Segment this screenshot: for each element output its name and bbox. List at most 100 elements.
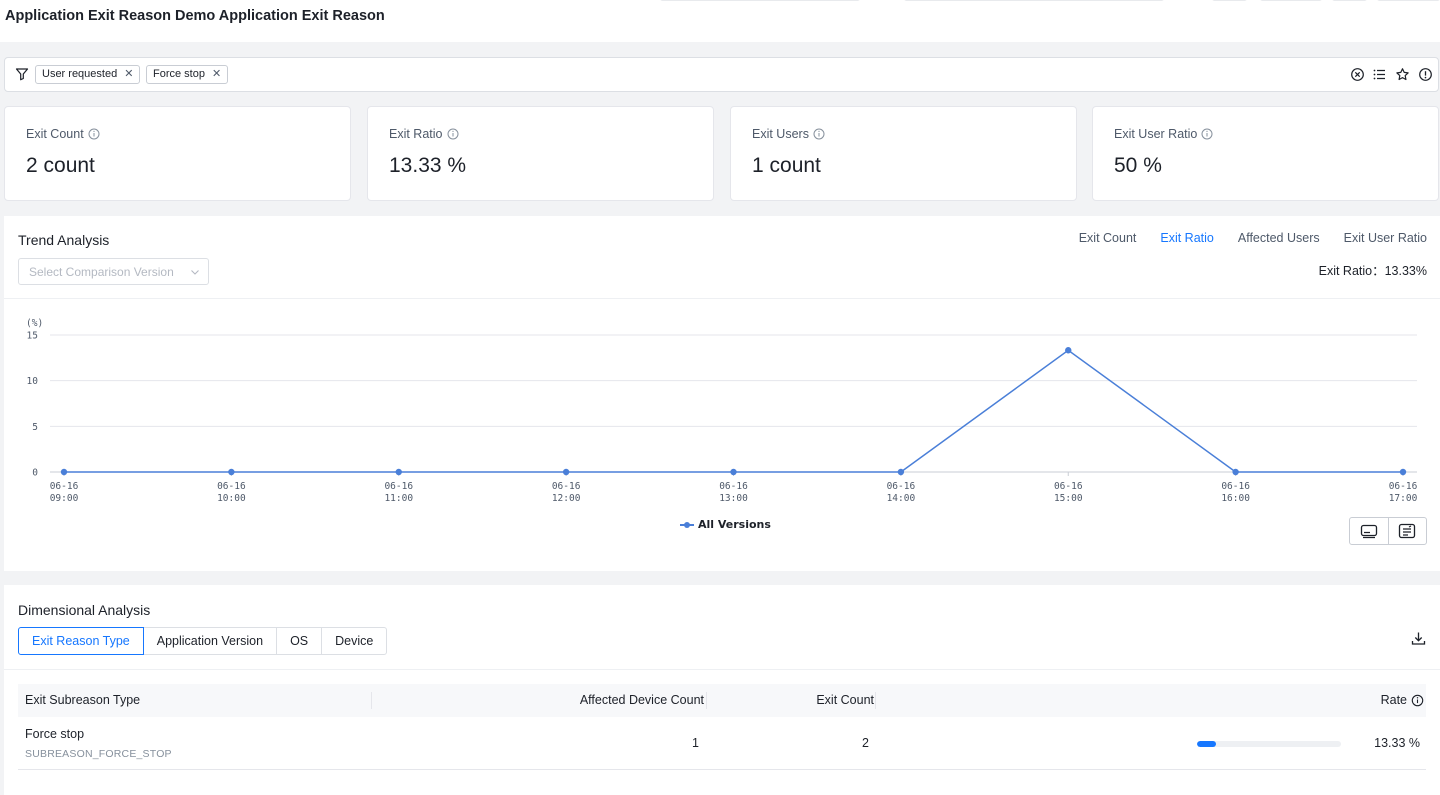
info-icon[interactable]: [1418, 67, 1433, 82]
column-header-subreason[interactable]: Exit Subreason Type: [25, 693, 141, 707]
metric-label-row: Exit Ratio: [389, 127, 459, 141]
header-control-placeholder: [1332, 0, 1367, 1]
info-icon[interactable]: [1411, 694, 1424, 707]
data-point: [897, 468, 905, 476]
remove-tag-icon[interactable]: ✕: [124, 68, 134, 80]
metric-value: 13.33 %: [389, 154, 467, 177]
metric-label-row: Exit Users: [752, 127, 825, 141]
metric-card-exit-users: Exit Users 1 count: [730, 106, 1077, 201]
metric-value: 50 %: [1114, 154, 1162, 177]
tab-exit-count[interactable]: Exit Count: [1078, 231, 1137, 245]
header-control-placeholder: [660, 0, 860, 1]
comparison-version-select[interactable]: Select Comparison Version: [18, 258, 209, 285]
dimensional-title: Dimensional Analysis: [18, 602, 151, 618]
subreason-name: Force stop: [25, 727, 85, 741]
tab-exit-user-ratio[interactable]: Exit User Ratio: [1343, 231, 1427, 245]
x-tick-label-time: 14:00: [887, 493, 916, 504]
data-point: [730, 468, 737, 476]
x-tick-label-date: 06-16: [552, 481, 581, 492]
trend-line-chart: (%)05101506-1609:0006-1610:0006-1611:000…: [26, 318, 1418, 504]
x-tick-label-date: 06-16: [1221, 481, 1250, 492]
x-tick-label-date: 06-16: [1054, 481, 1083, 492]
x-tick-label-time: 13:00: [719, 493, 748, 504]
filter-bar[interactable]: User requested ✕ Force stop ✕: [4, 57, 1439, 92]
legend-label: All Versions: [698, 518, 771, 531]
x-tick-label-date: 06-16: [217, 481, 246, 492]
filter-tag-label: User requested: [42, 68, 118, 80]
header-control-placeholder: [904, 0, 1164, 1]
filter-tag-force-stop[interactable]: Force stop ✕: [146, 65, 229, 84]
metric-label: Exit Ratio: [389, 127, 443, 141]
info-icon[interactable]: [447, 128, 459, 140]
page-title: Application Exit Reason Demo Application…: [5, 8, 385, 24]
tab-device[interactable]: Device: [321, 627, 388, 655]
top-header: Application Exit Reason Demo Application…: [0, 0, 1440, 42]
tab-exit-ratio[interactable]: Exit Ratio: [1160, 231, 1214, 245]
data-point: [395, 468, 402, 476]
download-icon[interactable]: [1411, 631, 1426, 646]
column-header-exit-count[interactable]: Exit Count: [816, 693, 874, 707]
x-tick-label-time: 10:00: [217, 493, 246, 504]
metric-label-row: Exit Count: [26, 127, 100, 141]
column-separator: [371, 692, 372, 709]
tab-affected-users[interactable]: Affected Users: [1237, 231, 1320, 245]
metric-card-exit-ratio: Exit Ratio 13.33 %: [367, 106, 714, 201]
metric-label: Exit User Ratio: [1114, 127, 1198, 141]
table-row[interactable]: Force stop SUBREASON_FORCE_STOP 1 2 13.3…: [18, 717, 1426, 770]
x-tick-label-time: 12:00: [552, 493, 581, 504]
column-header-affected-device-count[interactable]: Affected Device Count: [579, 693, 704, 707]
info-icon[interactable]: [813, 128, 825, 140]
rate-progress-fill: [1197, 741, 1217, 747]
column-header-rate[interactable]: Rate: [1380, 693, 1407, 707]
dimension-tabs: Exit Reason Type Application Version OS …: [18, 627, 388, 655]
metric-value: 1 count: [752, 154, 821, 177]
trend-analysis-panel: Trend Analysis Select Comparison Version…: [4, 216, 1440, 571]
filter-tag-label: Force stop: [153, 68, 205, 80]
dimensional-analysis-panel: Dimensional Analysis Exit Reason Type Ap…: [4, 585, 1440, 795]
chart-legend[interactable]: All Versions: [680, 518, 771, 531]
chevron-down-icon: [191, 270, 199, 275]
table-view-icon: [1399, 523, 1416, 539]
tab-os[interactable]: OS: [276, 627, 323, 655]
tab-application-version[interactable]: Application Version: [142, 627, 278, 655]
metric-card-exit-count: Exit Count 2 count: [4, 106, 351, 201]
list-icon[interactable]: [1372, 67, 1387, 82]
header-control-placeholder: [1260, 0, 1322, 1]
select-placeholder: Select Comparison Version: [29, 265, 174, 279]
filter-tag-user-requested[interactable]: User requested ✕: [35, 65, 141, 84]
chart-view-button[interactable]: [1350, 518, 1388, 544]
data-point: [1232, 468, 1239, 476]
info-icon[interactable]: [88, 128, 100, 140]
clear-circle-icon[interactable]: [1350, 67, 1365, 82]
legend-marker: [680, 521, 694, 529]
column-header-rate-group: Rate: [1381, 693, 1424, 707]
x-tick-label-date: 06-16: [384, 481, 413, 492]
exit-ratio-readout: Exit Ratio：13.33%: [1318, 264, 1427, 278]
x-tick-label-date: 06-16: [1389, 481, 1418, 492]
column-separator: [875, 692, 876, 709]
table-view-button[interactable]: [1387, 518, 1427, 544]
metric-label: Exit Count: [26, 127, 84, 141]
series-line: [64, 349, 1403, 473]
metric-card-exit-user-ratio: Exit User Ratio 50 %: [1092, 106, 1439, 201]
data-point: [60, 468, 68, 476]
star-icon[interactable]: [1395, 67, 1410, 82]
remove-tag-icon[interactable]: ✕: [211, 68, 222, 80]
tab-exit-reason-type[interactable]: Exit Reason Type: [18, 627, 144, 655]
rate-value: 13.33 %: [1374, 736, 1420, 750]
metric-label-row: Exit User Ratio: [1114, 127, 1213, 141]
affected-device-count: 1: [692, 736, 699, 750]
info-icon[interactable]: [1201, 128, 1213, 140]
funnel-icon[interactable]: [15, 67, 29, 81]
x-tick-label-time: 11:00: [384, 493, 413, 504]
data-point: [228, 468, 235, 476]
data-point: [1065, 347, 1072, 354]
y-tick-label: 5: [32, 422, 38, 433]
metric-label: Exit Users: [752, 127, 809, 141]
chart-view-toggle[interactable]: [1349, 517, 1427, 545]
rate-progress-bar: [1197, 741, 1341, 747]
x-tick-label-date: 06-16: [887, 481, 916, 492]
y-tick-label: 15: [27, 331, 38, 342]
table-header: Exit Subreason Type Affected Device Coun…: [18, 684, 1426, 717]
y-tick-label: 0: [32, 468, 38, 479]
